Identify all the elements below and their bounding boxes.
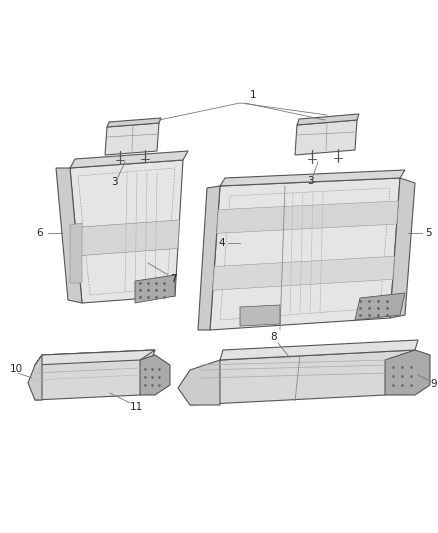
Polygon shape (210, 178, 400, 330)
Text: 11: 11 (129, 402, 143, 412)
Polygon shape (140, 355, 170, 395)
Polygon shape (178, 360, 220, 405)
Polygon shape (217, 201, 398, 233)
Polygon shape (56, 168, 82, 303)
Text: 4: 4 (219, 238, 225, 248)
Polygon shape (35, 350, 155, 365)
Text: 7: 7 (170, 274, 177, 284)
Text: 10: 10 (10, 364, 23, 374)
Polygon shape (75, 220, 180, 256)
Text: 3: 3 (111, 177, 117, 187)
Polygon shape (190, 350, 415, 405)
Polygon shape (70, 151, 188, 168)
Polygon shape (220, 340, 418, 360)
Text: 5: 5 (425, 228, 431, 238)
Polygon shape (213, 256, 394, 290)
Text: 3: 3 (307, 176, 313, 186)
Polygon shape (198, 186, 220, 330)
Polygon shape (295, 120, 357, 155)
Polygon shape (70, 223, 82, 283)
Polygon shape (105, 123, 159, 155)
Polygon shape (297, 114, 359, 125)
Polygon shape (28, 355, 42, 400)
Polygon shape (107, 118, 161, 127)
Polygon shape (385, 350, 430, 395)
Polygon shape (70, 160, 183, 303)
Text: 6: 6 (37, 228, 43, 238)
Polygon shape (35, 350, 155, 365)
Text: 8: 8 (271, 332, 277, 342)
Text: 9: 9 (431, 379, 437, 389)
Polygon shape (135, 275, 175, 303)
Text: 1: 1 (250, 90, 256, 100)
Polygon shape (220, 170, 405, 186)
Polygon shape (390, 178, 415, 318)
Polygon shape (35, 350, 155, 400)
Polygon shape (355, 293, 405, 320)
Polygon shape (240, 305, 280, 326)
